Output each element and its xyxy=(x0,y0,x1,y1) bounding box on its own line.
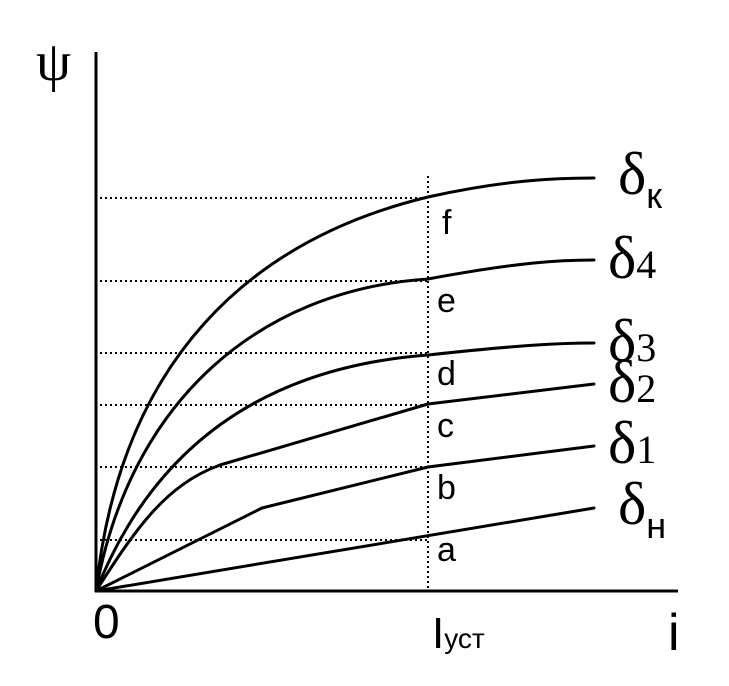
delta-1-subscript: 1 xyxy=(636,427,656,472)
delta-2-subscript: 2 xyxy=(636,366,656,411)
curve-label-delta-1: δ1 xyxy=(608,410,656,476)
delta-4-subscript: 4 xyxy=(636,242,656,287)
reference-lines xyxy=(100,176,429,590)
delta-k-subscript: к xyxy=(646,175,662,216)
curve-delta-n xyxy=(94,506,596,593)
curve-labels: δк δ4 δ3 δ2 δ1 δн xyxy=(608,141,666,546)
curve-delta-2 xyxy=(94,382,596,593)
point-label-e: e xyxy=(437,282,456,320)
steady-current-main: I xyxy=(432,609,444,658)
point-label-a: a xyxy=(437,531,456,569)
x-axis-label: i xyxy=(668,604,680,662)
axes xyxy=(94,52,678,593)
delta-2-symbol: δ xyxy=(608,349,636,415)
delta-n-subscript: н xyxy=(646,505,666,546)
point-label-d: d xyxy=(437,355,456,393)
curve-label-delta-n: δн xyxy=(618,471,666,546)
curve-delta-1 xyxy=(94,444,596,593)
delta-3-symbol: δ xyxy=(608,308,636,374)
delta-n-symbol: δ xyxy=(618,471,646,537)
curve-delta-4 xyxy=(94,258,596,593)
curve-delta-k xyxy=(94,176,596,593)
delta-k-symbol: δ xyxy=(618,141,646,207)
delta-1-symbol: δ xyxy=(608,410,636,476)
point-label-f: f xyxy=(442,204,452,242)
point-label-b: b xyxy=(437,469,456,507)
curve-delta-3 xyxy=(94,341,596,593)
steady-current-subscript: уст xyxy=(444,623,485,654)
delta-3-subscript: 3 xyxy=(636,325,656,370)
origin-label: 0 xyxy=(93,596,120,649)
point-label-c: c xyxy=(437,407,454,445)
curve-label-delta-4: δ4 xyxy=(608,225,656,291)
steady-current-label: Iуст xyxy=(432,609,485,658)
curve-label-delta-3: δ3 xyxy=(608,308,656,374)
delta-4-symbol: δ xyxy=(608,225,636,291)
curves xyxy=(94,176,596,593)
y-axis-label: ψ xyxy=(36,31,71,93)
curve-label-delta-2: δ2 xyxy=(608,349,656,415)
intersection-labels: f e d c b a xyxy=(437,204,456,569)
curve-label-delta-k: δк xyxy=(618,141,662,216)
